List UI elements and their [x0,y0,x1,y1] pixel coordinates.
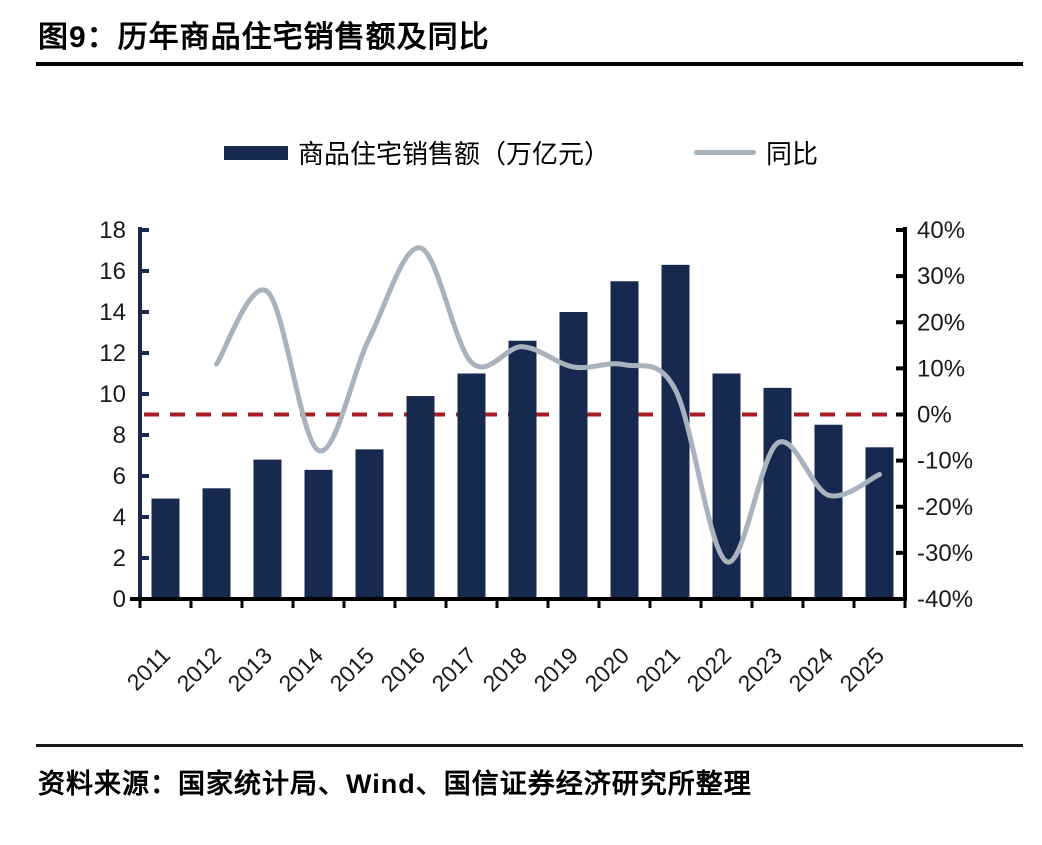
left-tick-label: 6 [113,463,126,490]
left-tick-label: 2 [113,545,126,572]
footer-rule [36,744,1023,747]
bar-2015 [355,449,384,599]
line-swatch-icon [694,150,756,155]
x-tick-label: 2019 [528,642,583,697]
left-tick-label: 18 [99,217,126,244]
bar-2014 [304,469,333,599]
right-tick-label: 40% [917,217,965,244]
bars-group [151,264,894,599]
bar-2018 [508,340,537,599]
left-tick-label: 12 [99,340,126,367]
x-tick-label: 2014 [273,642,328,697]
bottom-axis: 2011201220132014201520162017201820192020… [122,597,907,697]
legend-label-yoy: 同比 [766,139,819,169]
x-tick-label: 2025 [834,642,889,697]
x-tick-label: 2022 [681,642,736,697]
title-rule [36,62,1023,66]
x-tick-label: 2013 [222,642,277,697]
right-tick-label: 0% [917,402,952,429]
page-title: 图9：历年商品住宅销售额及同比 [38,21,490,54]
x-tick-label: 2021 [630,642,685,697]
left-tick-label: 8 [113,422,126,449]
right-axis: 40% 30% 20% 10% 0% -10% -20% -30% -40% [896,217,973,613]
legend-item-yoy: 同比 [694,134,818,171]
left-axis: 0 2 4 6 8 10 12 14 16 18 [99,217,149,613]
x-tick-label: 2023 [732,642,787,697]
right-tick-label: 30% [917,263,965,290]
bar-2025 [865,447,894,599]
bar-2024 [814,424,843,599]
right-tick-label: 20% [917,309,965,336]
bar-2023 [763,387,792,599]
bar-2011 [151,498,180,599]
left-tick-label: 10 [99,381,126,408]
chart-legend: 商品住宅销售额（万亿元） 同比 [0,134,1042,171]
x-tick-label: 2020 [579,642,634,697]
left-tick-label: 0 [113,586,126,613]
left-tick-label: 16 [99,258,126,285]
bar-2012 [202,488,231,599]
x-tick-label: 2017 [426,642,481,697]
bar-swatch-icon [223,145,288,160]
right-tick-label: -40% [917,586,973,613]
bar-2020 [610,281,639,599]
left-tick-label: 14 [99,299,126,326]
bar-2019 [559,312,588,599]
left-tick-label: 4 [113,504,126,531]
bar-2013 [253,459,282,599]
x-tick-label: 2012 [171,642,226,697]
right-tick-label: -10% [917,448,973,475]
bar-2017 [457,373,486,599]
legend-item-sales: 商品住宅销售额（万亿元） [223,134,610,171]
x-tick-label: 2015 [324,642,379,697]
legend-label-sales: 商品住宅销售额（万亿元） [297,139,610,169]
yoy-line [214,245,882,565]
x-tick-label: 2018 [477,642,532,697]
bar-2022 [712,373,741,599]
x-tick-label: 2011 [122,642,175,695]
bar-2016 [406,396,435,599]
right-tick-label: 10% [917,355,965,382]
right-tick-label: -20% [917,494,973,521]
right-tick-label: -30% [917,540,973,567]
bar-2021 [661,264,690,599]
x-tick-label: 2024 [783,642,838,697]
x-tick-label: 2016 [375,642,430,697]
source-note: 资料来源：国家统计局、Wind、国信证券经济研究所整理 [38,769,752,799]
